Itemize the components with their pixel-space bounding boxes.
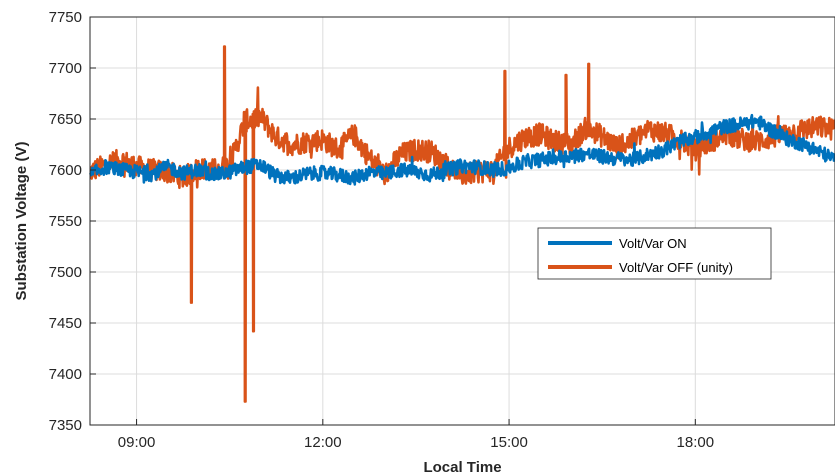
y-tick-label: 7400 — [49, 366, 82, 383]
legend-label-volt-var-on: Volt/Var ON — [619, 236, 687, 251]
y-tick-label: 7550 — [49, 213, 82, 230]
grid-layer — [90, 16, 835, 426]
legend-box — [537, 227, 772, 280]
series-line-volt-var-off — [89, 45, 835, 403]
y-tick-label: 7600 — [49, 162, 82, 179]
x-tick-label: 15:00 — [490, 434, 528, 451]
y-tick-label: 7350 — [49, 417, 82, 434]
y-tick-label: 7500 — [49, 264, 82, 281]
tick-layer: 7350 7400 7450 7500 7550 7600 7650 7700 7750 09:0… — [49, 9, 714, 451]
y-tick-label: 7700 — [49, 60, 82, 77]
legend: Volt/Var ON Volt/Var OFF (unity) — [537, 227, 772, 280]
y-tick-label: 7750 — [49, 9, 82, 26]
x-axis-label: Local Time — [423, 459, 501, 476]
y-axis-label: Substation Voltage (V) — [13, 142, 30, 301]
y-tick-label: 7650 — [49, 111, 82, 128]
x-tick-label: 18:00 — [677, 434, 715, 451]
y-tick-label: 7450 — [49, 315, 82, 332]
legend-label-volt-var-off: Volt/Var OFF (unity) — [619, 260, 733, 275]
x-tick-label: 09:00 — [118, 434, 156, 451]
series-line-volt-var-on — [88, 113, 835, 186]
series-layer — [88, 45, 835, 403]
x-tick-label: 12:00 — [304, 434, 342, 451]
